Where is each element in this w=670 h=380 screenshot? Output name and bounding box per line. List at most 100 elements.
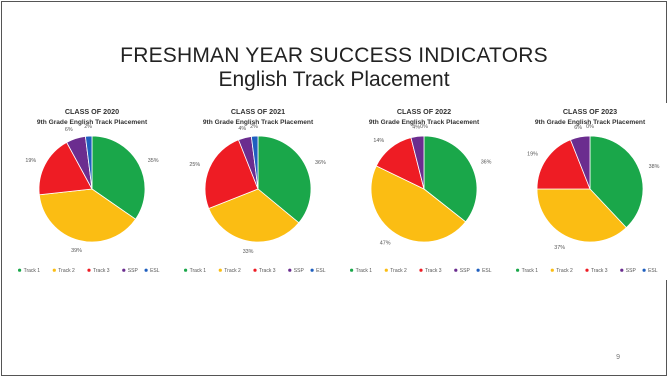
pie-slice-track-2	[208, 188, 300, 243]
pie-slice-track-3	[38, 141, 93, 196]
legend-label-track-2: Track 2	[224, 268, 241, 274]
data-label-track-3: 25%	[189, 162, 200, 168]
legend-marker-esl	[476, 268, 480, 272]
legend-marker-esl	[642, 268, 646, 272]
legend-marker-track-1	[516, 268, 520, 272]
chart-subtitle: 9th Grade English Track Placement	[369, 119, 480, 126]
data-label-track-1: 35%	[148, 158, 159, 164]
pie-chart-svg: CLASS OF 2021 9th Grade English Track Pla…	[184, 107, 326, 274]
chart-class-of-2021: CLASS OF 2021 9th Grade English Track Pla…	[177, 103, 339, 280]
legend-label-esl: ESL	[316, 268, 326, 274]
legend-label-track-3: Track 3	[259, 268, 276, 274]
legend-marker-ssp	[454, 268, 458, 272]
legend-marker-track-3	[253, 268, 257, 272]
legend-label-track-1: Track 1	[356, 268, 373, 274]
page-number: 9	[616, 354, 620, 361]
pie-slice-track-3	[204, 139, 259, 210]
legend-label-track-3: Track 3	[425, 268, 442, 274]
legend-label-esl: ESL	[648, 268, 658, 274]
legend-label-esl: ESL	[150, 268, 160, 274]
legend-marker-track-2	[550, 268, 554, 272]
slide-title: FRESHMAN YEAR SUCCESS INDICATORS	[120, 44, 548, 67]
pie-slice-esl	[250, 135, 259, 190]
chart-title: CLASS OF 2021	[231, 107, 285, 116]
legend-marker-track-2	[384, 268, 388, 272]
chart-class-of-2020: CLASS OF 2020 9th Grade English Track Pla…	[11, 103, 173, 280]
legend-label-ssp: SSP	[626, 268, 637, 274]
legend-label-track-3: Track 3	[591, 268, 608, 274]
data-label-ssp: 6%	[65, 127, 73, 133]
legend-label-ssp: SSP	[128, 268, 139, 274]
legend-marker-ssp	[122, 268, 126, 272]
pie-slice-track-1	[589, 135, 644, 229]
data-label-ssp: 6%	[574, 125, 582, 131]
legend-marker-track-2	[52, 268, 56, 272]
pie-slice-track-1	[257, 135, 312, 224]
data-label-track-1: 38%	[649, 164, 660, 170]
data-label-track-3: 19%	[527, 152, 538, 158]
data-label-track-2: 33%	[243, 249, 254, 255]
data-label-track-2: 47%	[380, 240, 391, 246]
pie-slice-track-1	[423, 135, 478, 223]
data-label-ssp: 4%	[238, 126, 246, 132]
legend-marker-track-1	[18, 268, 22, 272]
legend-marker-track-2	[218, 268, 222, 272]
legend-label-track-2: Track 2	[556, 268, 573, 274]
legend-label-track-3: Track 3	[93, 268, 110, 274]
legend-marker-track-1	[184, 268, 188, 272]
slide-subtitle: English Track Placement	[218, 68, 450, 91]
chart-subtitle: 9th Grade English Track Placement	[535, 119, 646, 126]
legend-label-track-2: Track 2	[390, 268, 407, 274]
data-label-track-2: 37%	[554, 245, 565, 251]
chart-class-of-2022: CLASS OF 2022 9th Grade English Track Pla…	[343, 103, 505, 280]
data-label-esl: 0%	[420, 124, 428, 130]
chart-subtitle: 9th Grade English Track Placement	[37, 119, 148, 126]
data-label-track-3: 14%	[373, 138, 384, 144]
data-label-esl: 2%	[250, 124, 258, 130]
legend-marker-esl	[144, 268, 148, 272]
legend-label-ssp: SSP	[460, 268, 471, 274]
chart-class-of-2023: CLASS OF 2023 9th Grade English Track Pla…	[509, 103, 670, 280]
pie-slice-track-2	[370, 165, 467, 243]
legend-label-ssp: SSP	[294, 268, 305, 274]
data-label-track-3: 19%	[25, 158, 36, 164]
chart-legend: Track 1 Track 2 Track 3 SSP ESL	[18, 268, 160, 274]
pie-slice-track-2	[38, 188, 137, 243]
pie-slice-ssp	[410, 135, 425, 190]
data-label-track-1: 36%	[315, 160, 326, 166]
legend-marker-track-3	[585, 268, 589, 272]
pie-slice-track-1	[91, 135, 146, 220]
slide-title-block: FRESHMAN YEAR SUCCESS INDICATORS English…	[2, 44, 666, 92]
legend-marker-track-1	[350, 268, 354, 272]
legend-label-track-1: Track 1	[522, 268, 539, 274]
pie-slice-track-2	[536, 188, 627, 243]
legend-label-track-1: Track 1	[24, 268, 41, 274]
pie-slice-track-3	[536, 139, 591, 190]
data-label-ssp: 4%	[412, 125, 420, 131]
legend-marker-esl	[310, 268, 314, 272]
data-label-esl: 2%	[84, 124, 92, 130]
legend-label-track-1: Track 1	[190, 268, 207, 274]
pie-slice-ssp	[569, 135, 591, 190]
legend-marker-ssp	[288, 268, 292, 272]
chart-subtitle: 9th Grade English Track Placement	[203, 119, 314, 126]
pie-chart-svg: CLASS OF 2022 9th Grade English Track Pla…	[350, 107, 492, 274]
legend-label-track-2: Track 2	[58, 268, 75, 274]
legend-marker-track-3	[87, 268, 91, 272]
chart-title: CLASS OF 2020	[65, 107, 119, 116]
legend-marker-track-3	[419, 268, 423, 272]
chart-legend: Track 1 Track 2 Track 3 SSP ESL	[516, 268, 658, 274]
legend-marker-ssp	[620, 268, 624, 272]
legend-label-esl: ESL	[482, 268, 492, 274]
data-label-track-1: 36%	[481, 160, 492, 166]
pie-chart-svg: CLASS OF 2020 9th Grade English Track Pla…	[18, 107, 160, 274]
pie-chart-svg: CLASS OF 2023 9th Grade English Track Pla…	[516, 107, 660, 274]
pie-slice-esl	[84, 135, 93, 190]
data-label-esl: 0%	[586, 124, 594, 130]
chart-legend: Track 1 Track 2 Track 3 SSP ESL	[184, 268, 326, 274]
data-label-track-2: 39%	[71, 248, 82, 254]
chart-title: CLASS OF 2022	[397, 107, 451, 116]
chart-legend: Track 1 Track 2 Track 3 SSP ESL	[350, 268, 492, 274]
chart-title: CLASS OF 2023	[563, 107, 617, 116]
